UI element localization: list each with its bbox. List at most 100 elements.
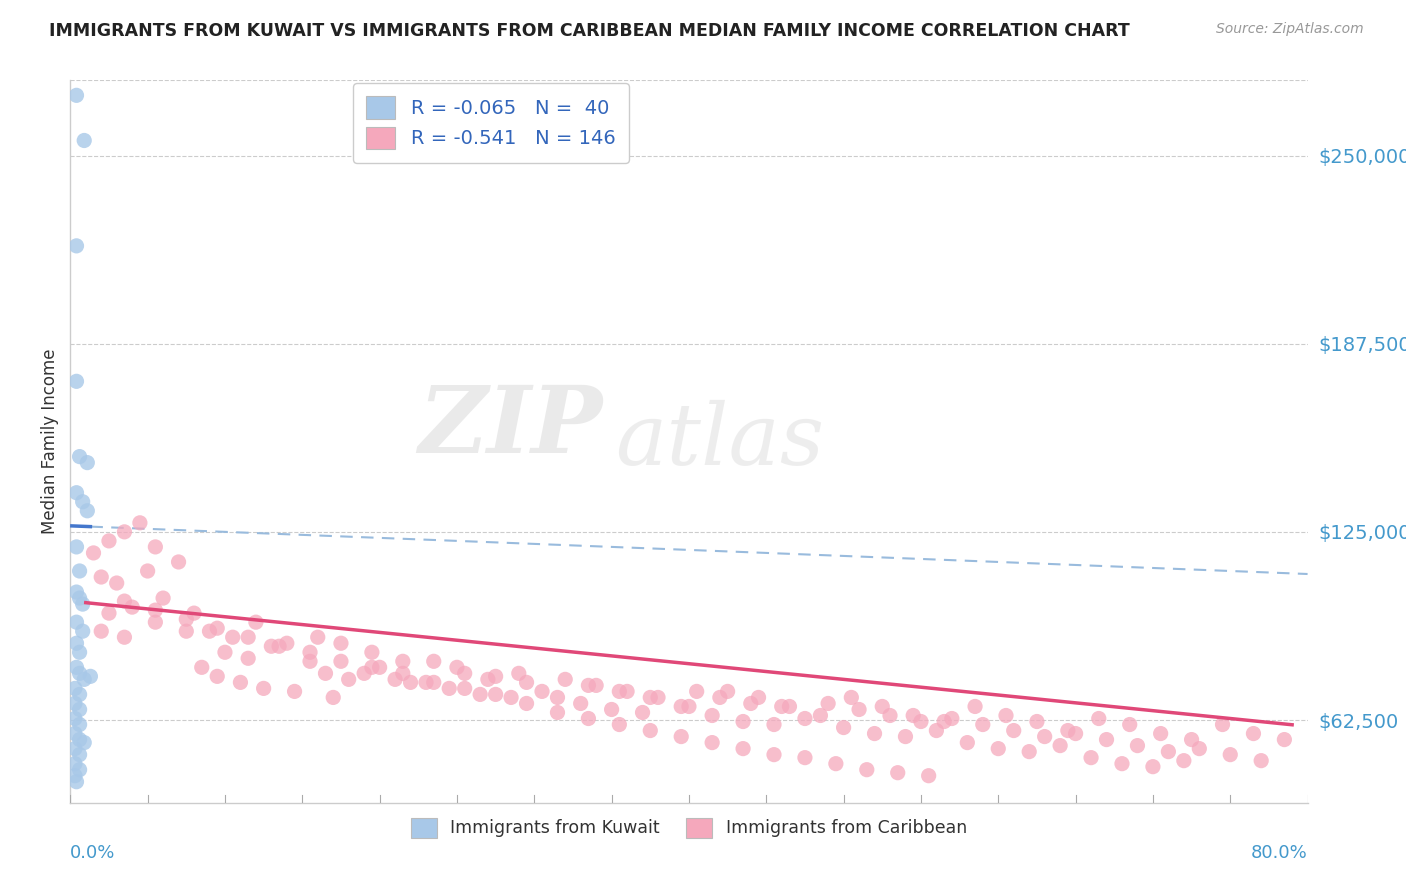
- Point: [841, 690, 863, 705]
- Point: [1080, 750, 1102, 764]
- Point: [1049, 739, 1071, 753]
- Point: [554, 673, 576, 687]
- Point: [222, 630, 245, 644]
- Point: [69, 732, 91, 747]
- Point: [856, 763, 879, 777]
- Point: [439, 681, 461, 696]
- Point: [531, 684, 554, 698]
- Point: [671, 730, 693, 744]
- Point: [82, 546, 105, 560]
- Point: [863, 726, 886, 740]
- Point: [114, 594, 135, 608]
- Point: [616, 684, 638, 698]
- Point: [1088, 712, 1111, 726]
- Point: [260, 639, 283, 653]
- Point: [167, 555, 190, 569]
- Point: [145, 603, 166, 617]
- Point: [368, 660, 391, 674]
- Point: [987, 741, 1010, 756]
- Point: [1212, 717, 1234, 731]
- Point: [63, 741, 86, 756]
- Point: [702, 708, 724, 723]
- Text: IMMIGRANTS FROM KUWAIT VS IMMIGRANTS FROM CARIBBEAN MEDIAN FAMILY INCOME CORRELA: IMMIGRANTS FROM KUWAIT VS IMMIGRANTS FRO…: [49, 22, 1130, 40]
- Point: [63, 697, 86, 711]
- Point: [817, 697, 839, 711]
- Point: [69, 450, 91, 464]
- Point: [1002, 723, 1025, 738]
- Point: [423, 675, 446, 690]
- Point: [903, 708, 925, 723]
- Point: [925, 723, 948, 738]
- Point: [485, 669, 508, 683]
- Point: [65, 615, 87, 630]
- Point: [569, 697, 592, 711]
- Point: [1250, 754, 1272, 768]
- Text: 0.0%: 0.0%: [70, 845, 115, 863]
- Point: [384, 673, 406, 687]
- Point: [454, 666, 477, 681]
- Point: [73, 133, 96, 147]
- Point: [114, 524, 135, 539]
- Point: [253, 681, 276, 696]
- Point: [214, 645, 236, 659]
- Point: [322, 690, 344, 705]
- Point: [516, 675, 538, 690]
- Point: [770, 699, 793, 714]
- Point: [810, 708, 832, 723]
- Point: [717, 684, 740, 698]
- Point: [1243, 726, 1265, 740]
- Point: [79, 669, 101, 683]
- Point: [69, 747, 91, 762]
- Point: [1026, 714, 1049, 729]
- Point: [547, 706, 569, 720]
- Point: [90, 570, 112, 584]
- Point: [245, 615, 267, 630]
- Point: [238, 651, 260, 665]
- Point: [65, 88, 87, 103]
- Point: [516, 697, 538, 711]
- Point: [547, 690, 569, 705]
- Point: [446, 660, 468, 674]
- Point: [1219, 747, 1241, 762]
- Point: [65, 374, 87, 388]
- Point: [1142, 760, 1164, 774]
- Point: [207, 669, 229, 683]
- Point: [145, 540, 166, 554]
- Point: [640, 690, 662, 705]
- Point: [76, 504, 98, 518]
- Point: [609, 717, 631, 731]
- Point: [152, 591, 174, 606]
- Point: [578, 678, 600, 692]
- Point: [631, 706, 654, 720]
- Point: [887, 765, 910, 780]
- Point: [65, 585, 87, 599]
- Point: [269, 639, 291, 653]
- Point: [879, 708, 901, 723]
- Point: [69, 666, 91, 681]
- Point: [65, 540, 87, 554]
- Point: [1157, 745, 1180, 759]
- Point: [73, 735, 96, 749]
- Point: [1119, 717, 1142, 731]
- Point: [910, 714, 932, 729]
- Point: [69, 591, 91, 606]
- Point: [733, 714, 755, 729]
- Point: [1181, 732, 1204, 747]
- Point: [69, 687, 91, 701]
- Point: [174, 612, 197, 626]
- Text: atlas: atlas: [614, 401, 824, 483]
- Point: [508, 666, 530, 681]
- Point: [105, 576, 128, 591]
- Point: [740, 697, 762, 711]
- Point: [392, 666, 415, 681]
- Y-axis label: Median Family Income: Median Family Income: [41, 349, 59, 534]
- Point: [671, 699, 693, 714]
- Point: [956, 735, 979, 749]
- Point: [585, 678, 607, 692]
- Point: [995, 708, 1018, 723]
- Point: [191, 660, 214, 674]
- Point: [640, 723, 662, 738]
- Point: [709, 690, 731, 705]
- Point: [702, 735, 724, 749]
- Point: [72, 597, 94, 611]
